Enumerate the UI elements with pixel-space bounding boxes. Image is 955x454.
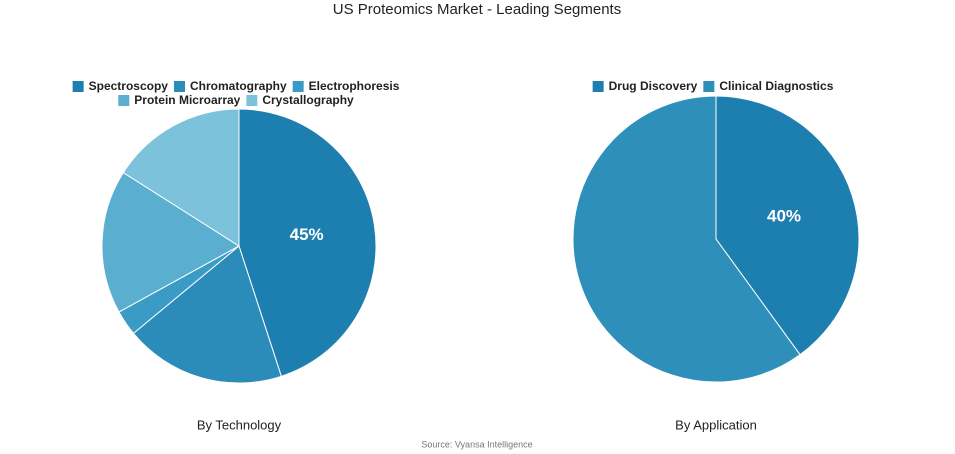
legend-label: Drug Discovery: [609, 79, 698, 93]
legend-label: Spectroscopy: [89, 79, 169, 93]
page-title: US Proteomics Market - Leading Segments: [333, 1, 621, 18]
legend-swatch: [703, 81, 715, 92]
legend-item: Chromatography: [173, 79, 287, 93]
chart-subtitle: By Application: [675, 417, 757, 432]
pie-slice: [122, 108, 240, 247]
legend-label: Chromatography: [190, 79, 287, 93]
legend-item: Crystallography: [246, 93, 354, 107]
legend-swatch: [592, 81, 604, 92]
chart-subtitle: By Technology: [197, 417, 282, 432]
legend-label: Electrophoresis: [309, 79, 400, 93]
legend-item: Clinical Diagnostics: [703, 79, 834, 93]
legend-item: Drug Discovery: [592, 79, 698, 93]
legend-label: Crystallography: [262, 93, 354, 107]
legend-swatch: [292, 81, 304, 92]
legend-label: Clinical Diagnostics: [719, 79, 833, 93]
legend-swatch: [72, 81, 84, 92]
pie-slice: [238, 108, 377, 377]
legend-item: Spectroscopy: [72, 79, 169, 93]
legend-item: Electrophoresis: [292, 79, 400, 93]
pie-slice: [715, 95, 860, 356]
legend-swatch: [246, 95, 258, 106]
legend-item: Protein Microarray: [118, 93, 241, 107]
pie-slice: [132, 245, 282, 384]
pie-slice: [101, 171, 240, 313]
legend-swatch: [173, 81, 185, 92]
data-label: 45%: [290, 225, 324, 244]
pie-slice: [572, 95, 801, 383]
source: Source: Vyansa Intelligence: [421, 439, 532, 449]
legend-label: Protein Microarray: [134, 93, 240, 107]
legend-swatch: [118, 95, 130, 106]
data-label: 40%: [767, 206, 801, 225]
